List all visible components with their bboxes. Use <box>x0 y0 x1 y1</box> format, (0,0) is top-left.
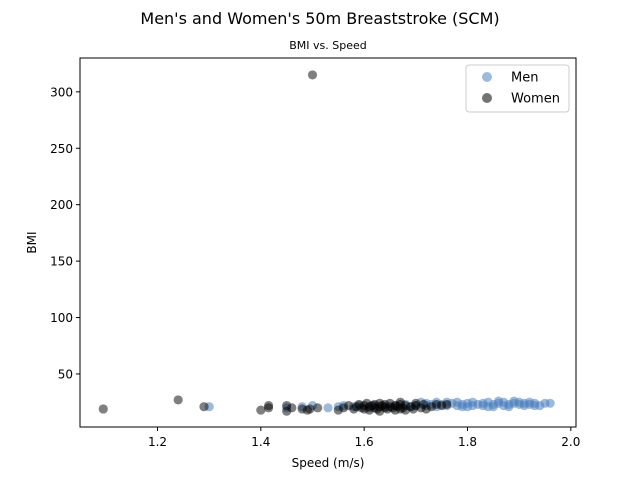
point-women-2 <box>173 395 183 405</box>
scatter-points <box>98 70 555 416</box>
legend: Men Women <box>465 64 570 113</box>
x-tick-label-4: 2.0 <box>561 435 580 449</box>
point-women-58 <box>375 398 385 408</box>
point-women-6 <box>263 400 274 411</box>
legend-marker-men <box>482 72 492 82</box>
y-tick-label-2: 150 <box>50 255 73 269</box>
point-women-12 <box>305 404 315 414</box>
x-axis-label: Speed (m/s) <box>292 456 365 470</box>
point-men-4 <box>323 403 333 413</box>
y-tick-label-5: 300 <box>50 85 73 99</box>
legend-label-women: Women <box>511 92 560 107</box>
axes-frame <box>79 57 577 428</box>
point-women-0 <box>307 70 318 80</box>
x-tick-label-2: 1.6 <box>355 435 374 449</box>
legend-label-men: Men <box>511 71 538 86</box>
point-men-59 <box>530 400 540 411</box>
point-men-58 <box>462 402 473 412</box>
x-axis-ticks: 1.2 1.4 1.6 1.8 2.0 <box>148 427 580 449</box>
chart-title: Men's and Women's 50m Breaststroke (SCM) <box>140 9 499 28</box>
legend-marker-women <box>482 93 492 103</box>
y-tick-label-4: 250 <box>50 142 73 156</box>
point-women-59 <box>411 398 421 408</box>
y-tick-label-3: 200 <box>50 198 73 212</box>
x-tick-label-1: 1.4 <box>251 435 270 449</box>
chart-subtitle: BMI vs. Speed <box>289 39 367 52</box>
point-men-53 <box>483 402 493 412</box>
point-women-13 <box>313 403 323 413</box>
point-women-56 <box>442 399 452 410</box>
x-tick-label-0: 1.2 <box>148 435 167 449</box>
point-women-9 <box>287 403 297 413</box>
point-women-4 <box>256 405 266 415</box>
point-men-51 <box>545 398 555 408</box>
y-tick-label-1: 100 <box>50 311 73 325</box>
point-women-1 <box>98 404 108 414</box>
y-axis-ticks: 50 100 150 200 250 300 <box>50 85 80 381</box>
y-tick-label-0: 50 <box>58 367 73 381</box>
x-tick-label-3: 1.8 <box>458 435 477 449</box>
point-women-57 <box>395 397 405 407</box>
point-women-3 <box>199 402 209 412</box>
y-axis-label: BMI <box>25 231 39 253</box>
